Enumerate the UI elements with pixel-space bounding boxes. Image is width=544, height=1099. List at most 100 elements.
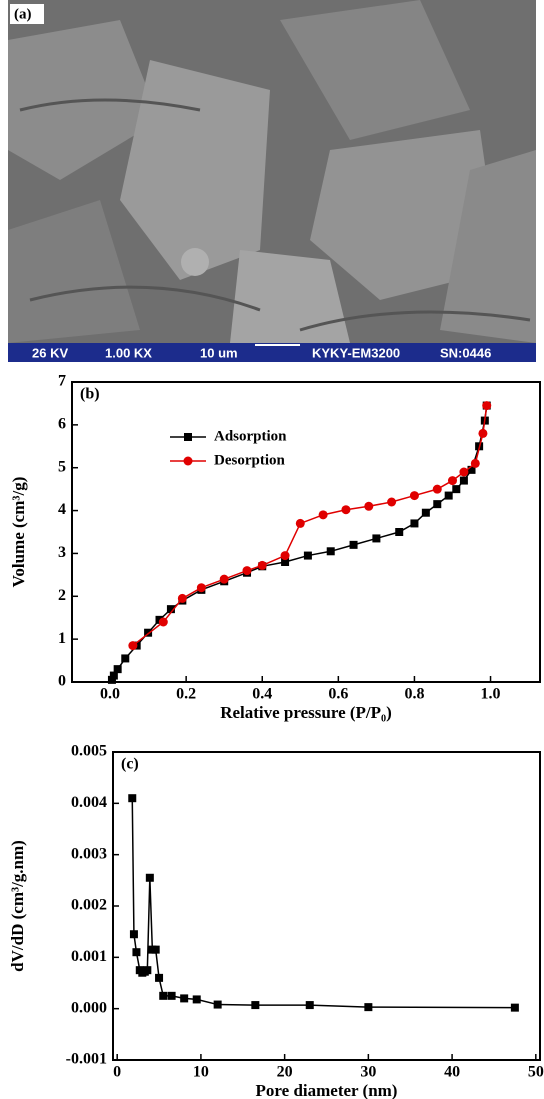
data-point <box>372 534 381 543</box>
x-tick-label: 1.0 <box>481 686 501 703</box>
x-tick-label: 0.2 <box>176 686 196 703</box>
data-point <box>167 991 176 1000</box>
y-tick-label: 2 <box>58 587 66 604</box>
data-point <box>305 1001 314 1010</box>
y-axis-label: Volume (cm³/g) <box>9 477 28 588</box>
sem-flake <box>280 0 470 140</box>
data-point <box>109 671 118 680</box>
data-point <box>121 654 130 663</box>
scale-text: SN:0446 <box>440 345 491 360</box>
x-tick-label: 0.8 <box>404 686 424 703</box>
data-point <box>144 628 153 637</box>
scale-bar-texts: 26 KV 1.00 KX 10 um KYKY-EM3200 SN:0446 <box>32 345 491 360</box>
data-point <box>128 641 138 651</box>
data-point <box>113 665 122 674</box>
data-point <box>280 551 290 561</box>
data-point <box>177 593 187 603</box>
data-point <box>341 505 351 515</box>
legend-label: Desorption <box>214 452 285 468</box>
scale-text: 1.00 KX <box>105 345 152 360</box>
sem-flake <box>8 200 140 343</box>
sem-texture <box>19 98 531 332</box>
sem-image: (a) 26 KV 1.00 KX 10 um KYKY-EM3200 SN:0… <box>8 0 536 362</box>
data-point <box>303 551 312 560</box>
y-tick-label: 6 <box>58 416 66 433</box>
data-point <box>107 675 116 684</box>
y-tick-label: 0.001 <box>71 948 107 965</box>
series-line <box>111 405 488 681</box>
y-tick-label: 0.002 <box>71 897 107 914</box>
sem-flake <box>310 130 500 300</box>
data-point <box>395 528 404 536</box>
data-point <box>166 605 175 614</box>
sem-flake <box>230 250 350 343</box>
data-point <box>219 574 229 584</box>
data-point <box>242 566 252 576</box>
data-point <box>467 465 476 474</box>
series-line <box>132 405 488 647</box>
x-axis-label: Pore diameter (nm) <box>256 1081 398 1099</box>
data-point <box>180 994 189 1003</box>
x-tick-label: 0.4 <box>252 686 272 703</box>
y-tick-label: 7 <box>58 373 66 390</box>
x-tick-label: 0 <box>113 1064 121 1081</box>
y-axis-label: dV/dD (cm³/g.nm) <box>8 840 27 972</box>
data-point <box>151 945 160 954</box>
x-tick-label: 0.0 <box>100 686 120 703</box>
data-point <box>459 476 468 485</box>
plot-frame <box>71 381 541 683</box>
data-point <box>364 1003 373 1012</box>
sem-particle <box>181 248 209 276</box>
data-point <box>444 491 453 500</box>
y-tick-label: 0.000 <box>71 999 107 1016</box>
data-point <box>192 995 201 1004</box>
y-tick-label: -0.001 <box>66 1051 107 1068</box>
data-point <box>410 519 419 528</box>
x-tick-label: 40 <box>444 1064 460 1081</box>
data-point <box>196 583 206 593</box>
data-point <box>155 973 164 982</box>
panel-label: (b) <box>80 386 100 403</box>
data-point <box>409 491 419 501</box>
panel-label: (c) <box>121 756 139 773</box>
data-point <box>132 948 141 957</box>
data-point <box>129 930 138 939</box>
data-point <box>452 485 461 494</box>
plot-frame <box>112 751 541 1061</box>
data-point <box>159 991 168 1000</box>
y-tick-label: 4 <box>58 501 66 518</box>
data-point <box>281 558 290 566</box>
y-tick-label: 3 <box>58 544 66 561</box>
data-point <box>447 476 457 486</box>
data-point <box>459 467 469 477</box>
y-tick-label: 0 <box>58 673 66 690</box>
scale-bar-strip <box>8 343 536 362</box>
data-point <box>158 617 168 627</box>
data-point <box>257 560 267 570</box>
data-point <box>251 1001 260 1010</box>
panel-label: (a) <box>14 6 32 22</box>
data-point <box>145 873 154 882</box>
data-point <box>213 1000 222 1009</box>
scale-text: KYKY-EM3200 <box>312 345 400 360</box>
scale-text: 26 KV <box>32 345 68 360</box>
data-point <box>510 1003 519 1012</box>
y-tick-label: 0.003 <box>71 845 107 862</box>
panel-label-box <box>10 4 44 24</box>
sem-flake <box>120 60 270 280</box>
x-tick-label: 10 <box>193 1064 209 1081</box>
y-tick-label: 5 <box>58 458 66 475</box>
y-tick-label: 0.005 <box>71 743 107 760</box>
scale-text: 10 um <box>200 345 238 360</box>
data-point <box>143 966 152 975</box>
x-tick-label: 0.6 <box>328 686 348 703</box>
series-line <box>131 798 515 1009</box>
legend-marker <box>183 456 193 466</box>
data-point <box>349 540 358 549</box>
legend-label: Adsorption <box>214 428 287 444</box>
data-point <box>432 484 442 494</box>
data-point <box>387 497 397 507</box>
y-tick-label: 1 <box>58 630 66 647</box>
legend-marker <box>184 433 192 441</box>
